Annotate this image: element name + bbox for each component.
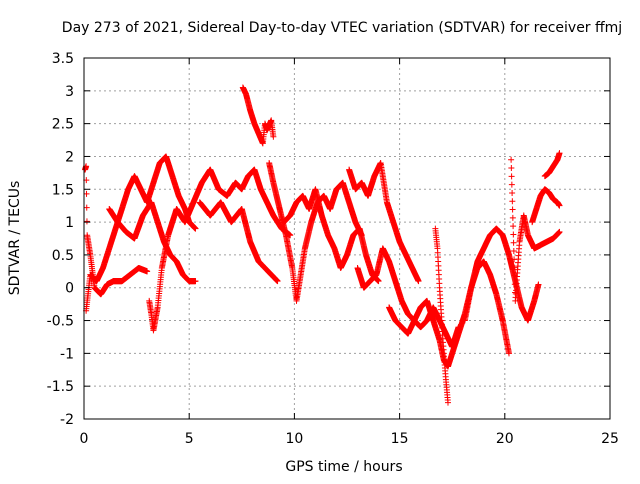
data-point	[144, 268, 151, 275]
data-point	[509, 189, 516, 196]
x-tick-label: 20	[496, 431, 514, 447]
data-point	[274, 278, 281, 285]
data-point	[510, 231, 517, 238]
x-tick-label: 15	[391, 431, 409, 447]
y-tick-label: 3.5	[52, 51, 74, 67]
plot-frame	[83, 57, 611, 420]
y-axis-label: SDTVAR / TECUs	[7, 181, 23, 296]
data-point	[556, 150, 563, 157]
data-point	[509, 198, 516, 205]
y-tick-label: 0.5	[52, 248, 74, 264]
y-tick-label: 2.5	[52, 117, 74, 133]
data-point	[83, 204, 90, 211]
data-point	[510, 248, 517, 255]
x-axis: 0 5 10 15 20 25	[80, 58, 619, 447]
x-tick-label: 25	[601, 431, 619, 447]
data-point	[510, 223, 517, 230]
data-point	[508, 173, 515, 180]
y-tick-label: -2	[60, 412, 74, 428]
x-tick-label: 10	[285, 431, 303, 447]
data-point	[506, 350, 513, 357]
data-point	[510, 239, 517, 246]
chart-title: Day 273 of 2021, Sidereal Day-to-day VTE…	[62, 20, 622, 36]
data-point	[83, 190, 90, 197]
data-point	[415, 278, 422, 285]
y-tick-label: -1.5	[47, 379, 74, 395]
x-tick-label: 0	[80, 431, 89, 447]
y-tick-label: 1	[65, 215, 74, 231]
y-axis: -2 -1.5 -1 -0.5 0 0.5 1 1.5 2 2.5 3 3.5	[47, 51, 610, 428]
data-point	[509, 214, 516, 221]
data-point	[509, 206, 516, 213]
y-tick-label: 3	[65, 84, 74, 100]
data-points	[82, 84, 563, 406]
y-tick-label: -0.5	[47, 314, 74, 330]
y-tick-label: 0	[65, 281, 74, 297]
x-tick-label: 5	[185, 431, 194, 447]
x-axis-label: GPS time / hours	[285, 459, 402, 475]
data-point	[508, 181, 515, 188]
data-point	[83, 218, 90, 225]
data-point	[270, 133, 277, 140]
data-point	[444, 399, 451, 406]
data-point	[375, 278, 382, 285]
y-tick-label: 1.5	[52, 182, 74, 198]
data-point	[508, 165, 515, 172]
data-point	[556, 228, 563, 235]
data-point	[556, 202, 563, 209]
data-point	[508, 156, 515, 163]
y-tick-label: -1	[60, 346, 74, 362]
data-point	[535, 281, 542, 288]
y-tick-label: 2	[65, 149, 74, 165]
data-point	[192, 278, 199, 285]
data-point	[511, 264, 518, 271]
data-point	[192, 225, 199, 232]
